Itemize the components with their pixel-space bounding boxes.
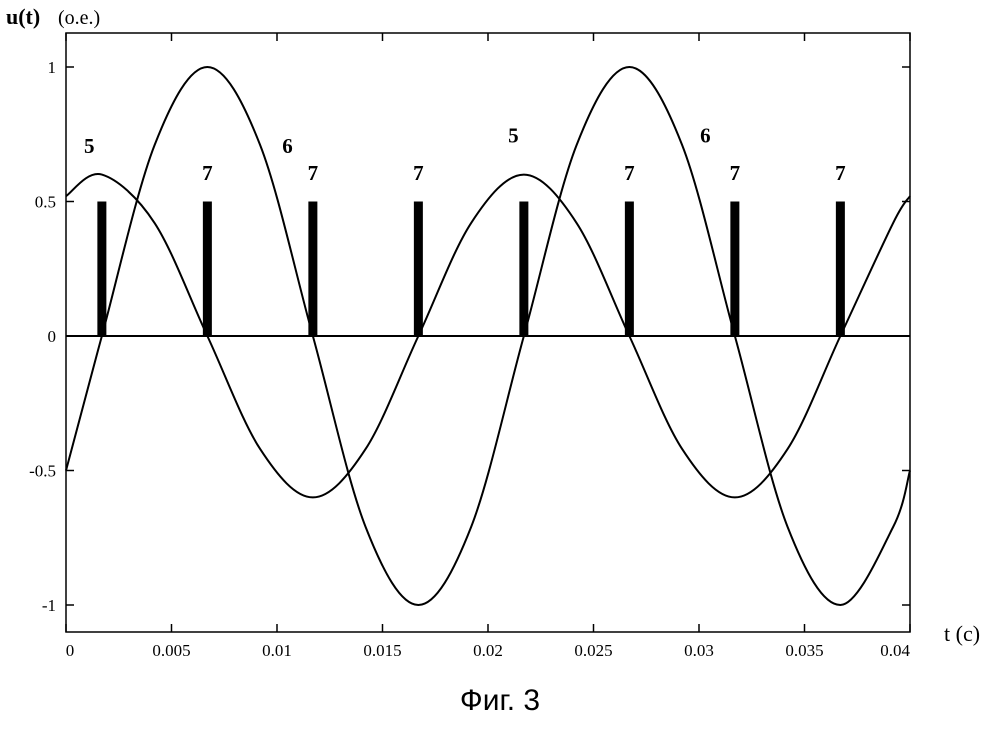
impulse-bar-7 bbox=[625, 202, 634, 337]
curve-label-7: 7 bbox=[624, 161, 635, 185]
curve-label-7: 7 bbox=[308, 161, 319, 185]
impulse-bar-7 bbox=[97, 202, 106, 337]
impulse-bar-7 bbox=[836, 202, 845, 337]
x-tick-label: 0 bbox=[66, 641, 75, 660]
x-tick-label: 0.02 bbox=[473, 641, 503, 660]
y-tick-label: 0 bbox=[48, 327, 57, 346]
x-tick-label: 0.015 bbox=[363, 641, 401, 660]
figure-caption: Фиг. 3 bbox=[0, 684, 1000, 718]
axes bbox=[66, 33, 910, 632]
x-tick-label: 0.03 bbox=[684, 641, 714, 660]
y-tick-label: 0.5 bbox=[35, 193, 56, 212]
x-axis-label: t (c) bbox=[944, 621, 980, 646]
curve-label-7: 7 bbox=[413, 161, 424, 185]
curve-label-5: 5 bbox=[84, 134, 95, 158]
impulse-bar-7 bbox=[203, 202, 212, 337]
y-tick-label: -1 bbox=[42, 596, 56, 615]
x-tick-label: 0.035 bbox=[785, 641, 823, 660]
plot-frame bbox=[66, 33, 910, 632]
x-tick-label: 0.04 bbox=[880, 641, 910, 660]
curve-label-7: 7 bbox=[835, 161, 846, 185]
y-tick-label: -0.5 bbox=[29, 462, 56, 481]
impulse-bar-7 bbox=[308, 202, 317, 337]
x-tick-label: 0.025 bbox=[574, 641, 612, 660]
curve-label-7: 7 bbox=[730, 161, 741, 185]
y-axis-label: u(t) bbox=[6, 4, 40, 29]
curve-label-6: 6 bbox=[700, 123, 711, 147]
curve-label-6: 6 bbox=[282, 134, 293, 158]
impulse-bar-7 bbox=[730, 202, 739, 337]
curve-labels: 5656777777 bbox=[84, 123, 846, 185]
curve-label-5: 5 bbox=[508, 123, 519, 147]
curve-label-7: 7 bbox=[202, 161, 213, 185]
impulse-bar-7 bbox=[519, 202, 528, 337]
y-tick-label: 1 bbox=[48, 58, 57, 77]
impulse-bar-7 bbox=[414, 202, 423, 337]
x-tick-label: 0.01 bbox=[262, 641, 292, 660]
x-tick-label: 0.005 bbox=[152, 641, 190, 660]
tick-labels: 1 0.5 0 -0.5 -1 0 0.005 0.01 0.015 0.02 0.025 0.03 0… bbox=[29, 58, 910, 660]
y-axis-unit: (о.е.) bbox=[58, 7, 100, 29]
